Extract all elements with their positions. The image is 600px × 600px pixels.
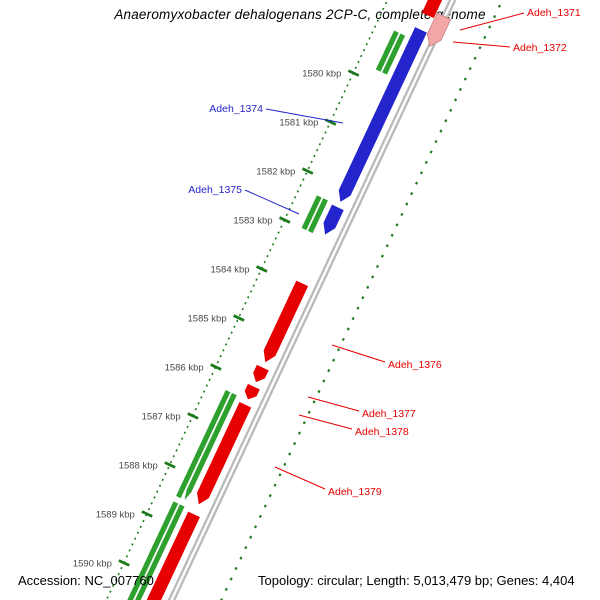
feature-cds-a1[interactable]: [375, 30, 399, 72]
feature-Adeh_1379[interactable]: [193, 402, 252, 507]
feature-cds-d2[interactable]: [131, 504, 185, 600]
feature-gene-d[interactable]: [142, 511, 200, 600]
kbp-label: 1581 kbp: [279, 117, 318, 128]
accession-text: Accession: NC_007760: [18, 573, 154, 588]
kbp-tick: [347, 69, 360, 77]
label-leader: [298, 414, 353, 430]
kbp-label: 1580 kbp: [302, 68, 341, 79]
label-leader: [452, 41, 511, 48]
feature-Adeh_1376[interactable]: [259, 280, 309, 365]
genome-backbone: [154, 0, 465, 600]
inner-dotted-ring: [197, 4, 501, 600]
kbp-tick: [233, 314, 245, 322]
map-title: Anaeromyxobacter dehalogenans 2CP-C, com…: [114, 7, 486, 22]
genome-backbone-gap: [156, 0, 463, 600]
label-leader: [244, 189, 300, 215]
feature-cds-c2[interactable]: [182, 392, 237, 501]
label-leader: [307, 396, 360, 412]
feature-Adeh_1375[interactable]: [319, 204, 344, 238]
gene-label[interactable]: Adeh_1374: [209, 103, 263, 115]
kbp-label: 1583 kbp: [233, 215, 272, 226]
kbp-tick: [118, 559, 130, 567]
kbp-tick: [210, 363, 222, 371]
feature-Adeh_1372[interactable]: [423, 12, 452, 49]
kbp-label: 1588 kbp: [119, 460, 158, 471]
label-leader: [459, 12, 525, 31]
gene-label[interactable]: Adeh_1379: [328, 486, 382, 498]
kbp-label: 1586 kbp: [165, 362, 204, 373]
feature-cds-c1[interactable]: [176, 390, 231, 499]
kbp-label: 1585 kbp: [188, 313, 227, 324]
kbp-tick: [278, 216, 291, 224]
topology-text: Topology: circular; Length: 5,013,479 bp…: [258, 573, 575, 588]
ruler-dotted-ring: [103, 0, 407, 600]
gene-label[interactable]: Adeh_1378: [355, 426, 409, 438]
feature-cds-b1[interactable]: [301, 195, 322, 231]
label-leader: [274, 466, 326, 490]
kbp-tick: [255, 265, 268, 273]
feature-cds-a2[interactable]: [382, 33, 406, 75]
kbp-label: 1584 kbp: [210, 264, 249, 275]
feature-Adeh_1378[interactable]: [242, 383, 260, 402]
gene-label[interactable]: Adeh_1371: [527, 7, 581, 19]
kbp-tick: [141, 510, 153, 518]
kbp-tick: [187, 412, 199, 420]
label-leader: [265, 108, 344, 124]
status-bar: Accession: NC_007760 Topology: circular;…: [0, 573, 600, 595]
feature-Adeh_1371[interactable]: [421, 0, 446, 19]
gene-label[interactable]: Adeh_1375: [188, 184, 242, 196]
kbp-tick: [301, 167, 314, 175]
feature-cds-b2[interactable]: [307, 198, 328, 234]
rotated-track-layer: [103, 0, 501, 600]
label-leader: [331, 344, 386, 363]
kbp-label: 1590 kbp: [73, 558, 112, 569]
kbp-label: 1589 kbp: [96, 509, 135, 520]
feature-Adeh_1374[interactable]: [335, 27, 427, 205]
feature-cds-d1[interactable]: [125, 501, 179, 600]
kbp-label: 1582 kbp: [256, 166, 295, 177]
kbp-label: 1587 kbp: [142, 411, 181, 422]
feature-Adeh_1377[interactable]: [250, 364, 269, 385]
label-layer: 1580 kbp 1581 kbp 1582 kbp 1583 kbp 1584 kbp…: [73, 7, 581, 569]
gene-label[interactable]: Adeh_1377: [362, 408, 416, 420]
kbp-tick: [164, 461, 176, 469]
gene-label[interactable]: Adeh_1372: [513, 42, 567, 54]
gene-label[interactable]: Adeh_1376: [388, 359, 442, 371]
